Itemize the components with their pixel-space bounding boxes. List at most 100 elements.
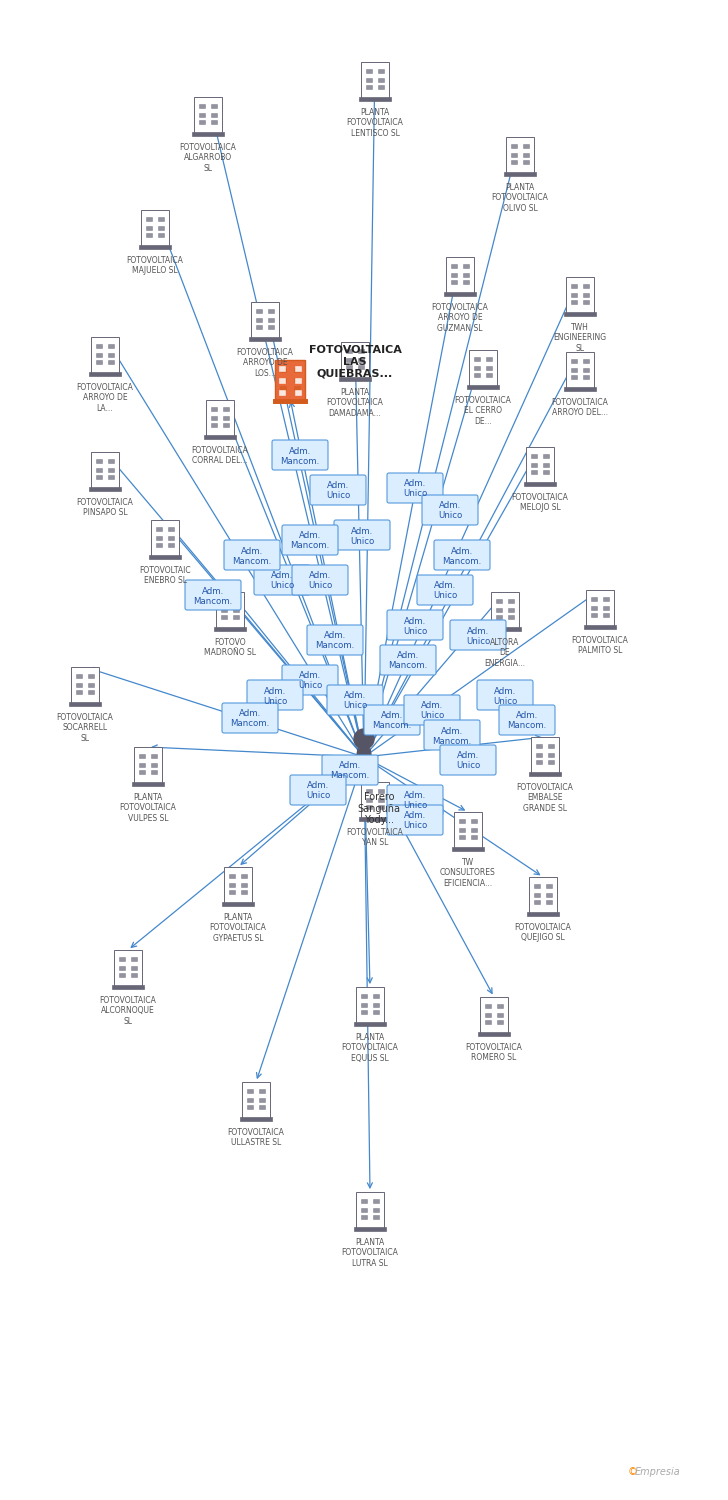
Bar [279, 378, 285, 382]
Bar [474, 357, 480, 362]
FancyBboxPatch shape [417, 574, 473, 604]
Bar [523, 160, 529, 165]
Bar [96, 344, 102, 348]
Bar [293, 368, 300, 372]
Text: Adm.: Adm. [404, 616, 426, 626]
Bar [194, 98, 222, 134]
Bar [459, 828, 464, 833]
Bar [222, 902, 254, 906]
Text: TW
CONSULTORES
EFICIENCIA...: TW CONSULTORES EFICIENCIA... [440, 858, 496, 888]
Bar [536, 753, 542, 758]
Bar [91, 338, 119, 374]
Bar [256, 309, 261, 314]
Text: Unico: Unico [438, 512, 462, 520]
Bar [89, 372, 121, 376]
Bar [548, 760, 554, 765]
Bar [88, 674, 94, 678]
Bar [571, 358, 577, 363]
Bar [543, 470, 549, 474]
Bar [211, 416, 217, 420]
Bar [373, 1198, 379, 1203]
Bar [151, 754, 157, 758]
Bar [546, 892, 552, 897]
FancyBboxPatch shape [322, 754, 378, 784]
Bar [496, 608, 502, 612]
Text: Adm.: Adm. [324, 632, 346, 640]
Text: Adm.: Adm. [299, 531, 321, 540]
Bar [546, 884, 552, 888]
Bar [242, 884, 247, 886]
Bar [361, 1208, 367, 1212]
Bar [454, 812, 482, 847]
Bar [379, 78, 384, 82]
Bar [151, 764, 157, 766]
Bar [247, 1106, 253, 1110]
FancyBboxPatch shape [424, 720, 480, 750]
Text: Adm.: Adm. [434, 582, 456, 591]
FancyBboxPatch shape [334, 520, 390, 550]
Bar [204, 435, 236, 439]
Bar [295, 366, 301, 370]
Bar [359, 818, 391, 821]
Bar [361, 1010, 367, 1014]
Bar [379, 86, 384, 90]
Bar [463, 280, 469, 285]
Bar [273, 399, 307, 404]
Bar [604, 614, 609, 618]
Bar [469, 350, 497, 386]
Bar [444, 292, 476, 296]
Bar [564, 312, 596, 316]
Bar [211, 423, 217, 427]
Bar [156, 526, 162, 531]
Bar [361, 1198, 367, 1203]
Bar [361, 994, 367, 998]
Bar [156, 543, 162, 548]
Bar [229, 874, 234, 878]
Text: Adm.: Adm. [289, 447, 311, 456]
Bar [256, 318, 261, 322]
Bar [474, 366, 480, 370]
Text: PLANTA
FOTOVOLTAICA
GYPAETUS SL: PLANTA FOTOVOLTAICA GYPAETUS SL [210, 914, 266, 944]
Bar [531, 454, 537, 458]
Text: Adm.: Adm. [264, 687, 286, 696]
Bar [359, 98, 391, 100]
Text: Empresia: Empresia [634, 1467, 680, 1478]
Bar [463, 264, 469, 268]
Bar [379, 789, 384, 794]
Text: Adm.: Adm. [441, 726, 463, 735]
Text: Unico: Unico [263, 696, 287, 705]
Bar [346, 358, 352, 362]
Text: Adm.: Adm. [381, 711, 403, 720]
Bar [379, 806, 384, 810]
Bar [279, 366, 285, 370]
Bar [373, 1010, 379, 1014]
Bar [224, 867, 252, 903]
Bar [451, 273, 456, 278]
Bar [504, 172, 536, 176]
Bar [131, 966, 137, 970]
Bar [583, 368, 589, 372]
Bar [131, 974, 137, 978]
Bar [214, 627, 246, 632]
Bar [280, 386, 286, 390]
Bar [489, 627, 521, 632]
Bar [139, 754, 145, 758]
Bar [536, 744, 542, 748]
Text: Adm.: Adm. [299, 672, 321, 681]
Bar [76, 690, 82, 694]
Text: Mancom.: Mancom. [194, 597, 233, 606]
Bar [151, 770, 157, 774]
Text: Unico: Unico [403, 822, 427, 831]
FancyBboxPatch shape [404, 694, 460, 724]
Bar [108, 459, 114, 464]
Bar [269, 326, 274, 330]
Bar [273, 399, 307, 404]
Bar [534, 884, 539, 888]
Bar [259, 1089, 265, 1094]
Bar [242, 890, 247, 894]
Bar [240, 1118, 272, 1120]
Bar [293, 386, 300, 390]
Bar [146, 226, 151, 230]
Bar [275, 360, 305, 401]
Bar [168, 536, 174, 540]
